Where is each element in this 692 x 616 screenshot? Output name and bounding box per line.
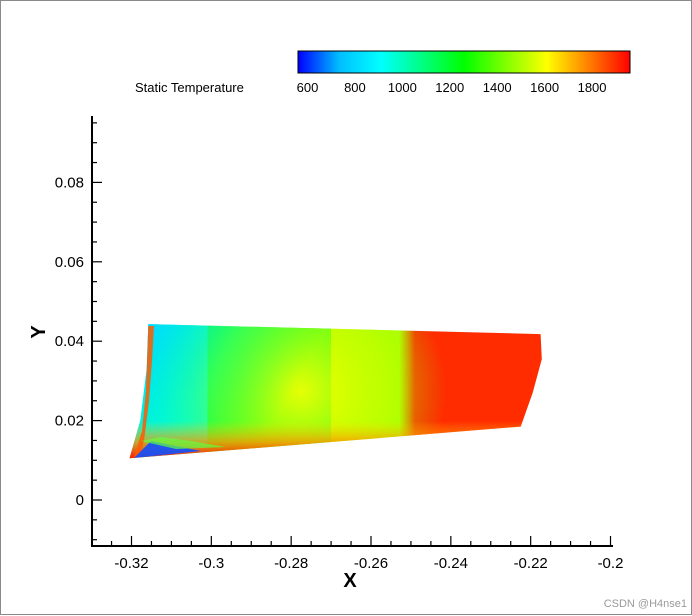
y-tick-label: 0 xyxy=(76,492,84,509)
x-tick-label: -0.26 xyxy=(354,555,388,572)
colorbar-tick-label: 1800 xyxy=(578,80,607,95)
watermark: CSDN @H4nse1 xyxy=(604,598,687,610)
x-axis-ticks: -0.32 -0.3 -0.28 -0.26 -0.24 -0.22 -0.2 xyxy=(110,536,624,572)
x-tick-label: -0.2 xyxy=(598,555,624,572)
x-tick-label: -0.32 xyxy=(114,555,148,572)
x-tick-label: -0.22 xyxy=(514,555,548,572)
y-axis-ticks: 0 0.02 0.04 0.06 0.08 xyxy=(55,122,102,541)
y-tick-label: 0.08 xyxy=(55,174,84,191)
axes: -0.32 -0.3 -0.28 -0.26 -0.24 -0.22 -0.2 00.020… xyxy=(28,116,623,592)
colorbar-tick-label: 600 xyxy=(297,80,319,95)
colorbar-tick-label: 1400 xyxy=(483,80,512,95)
y-tick-label: 0.06 xyxy=(55,254,84,271)
colorbar-tick-label: 1000 xyxy=(388,80,417,95)
colorbar-tick-labels: 600 800 1000 1200 1400 1600 1800 xyxy=(297,80,607,95)
y-axis-title: Y xyxy=(28,325,50,339)
colorbar-tick-label: 1200 xyxy=(435,80,464,95)
hot-edge-overlay xyxy=(129,401,542,459)
colorbar-tick-label: 800 xyxy=(344,80,366,95)
colorbar-gradient xyxy=(297,50,631,74)
colorbar-title: Static Temperature xyxy=(135,80,244,95)
x-tick-label: -0.28 xyxy=(274,555,308,572)
y-tick-label: 0.02 xyxy=(55,413,84,430)
temperature-field xyxy=(129,324,542,459)
leading-edge-cold-spot xyxy=(134,441,201,458)
y-tick-label: 0.04 xyxy=(55,333,84,350)
x-tick-label: -0.24 xyxy=(434,555,468,572)
x-tick-label: -0.3 xyxy=(198,555,224,572)
leading-edge-green-streak xyxy=(141,437,226,449)
leading-edge-hot-strip xyxy=(134,326,154,457)
x-axis-title: X xyxy=(343,570,357,592)
colorbar: Static Temperature 600 800 1000 1200 1400 160… xyxy=(135,50,631,95)
colorbar-tick-label: 1600 xyxy=(530,80,559,95)
